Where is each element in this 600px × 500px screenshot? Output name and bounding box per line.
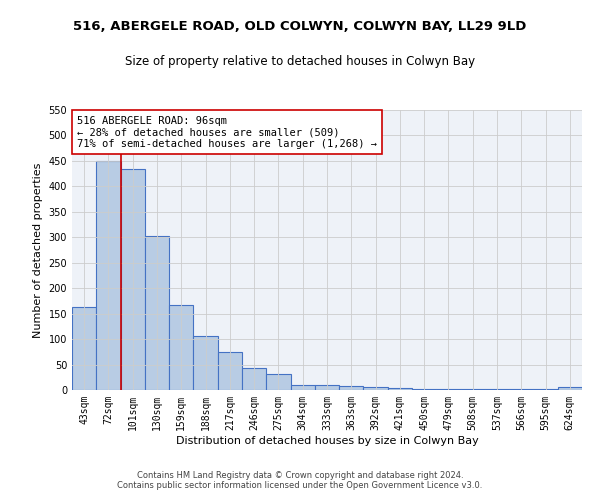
Y-axis label: Number of detached properties: Number of detached properties: [33, 162, 43, 338]
Bar: [266, 374, 290, 390]
Bar: [96, 161, 121, 390]
Bar: [145, 236, 169, 390]
Bar: [485, 389, 509, 390]
X-axis label: Distribution of detached houses by size in Colwyn Bay: Distribution of detached houses by size …: [176, 436, 478, 446]
Bar: [436, 389, 461, 390]
Bar: [533, 389, 558, 390]
Bar: [315, 385, 339, 390]
Bar: [339, 386, 364, 390]
Bar: [193, 336, 218, 390]
Bar: [364, 388, 388, 390]
Bar: [412, 389, 436, 390]
Bar: [121, 168, 145, 390]
Bar: [461, 389, 485, 390]
Bar: [558, 388, 582, 390]
Text: Size of property relative to detached houses in Colwyn Bay: Size of property relative to detached ho…: [125, 55, 475, 68]
Bar: [509, 389, 533, 390]
Text: 516 ABERGELE ROAD: 96sqm
← 28% of detached houses are smaller (509)
71% of semi-: 516 ABERGELE ROAD: 96sqm ← 28% of detach…: [77, 116, 377, 149]
Text: Contains HM Land Registry data © Crown copyright and database right 2024.
Contai: Contains HM Land Registry data © Crown c…: [118, 470, 482, 490]
Bar: [72, 307, 96, 390]
Bar: [242, 368, 266, 390]
Bar: [218, 352, 242, 390]
Bar: [290, 385, 315, 390]
Bar: [388, 388, 412, 390]
Text: 516, ABERGELE ROAD, OLD COLWYN, COLWYN BAY, LL29 9LD: 516, ABERGELE ROAD, OLD COLWYN, COLWYN B…: [73, 20, 527, 33]
Bar: [169, 306, 193, 390]
